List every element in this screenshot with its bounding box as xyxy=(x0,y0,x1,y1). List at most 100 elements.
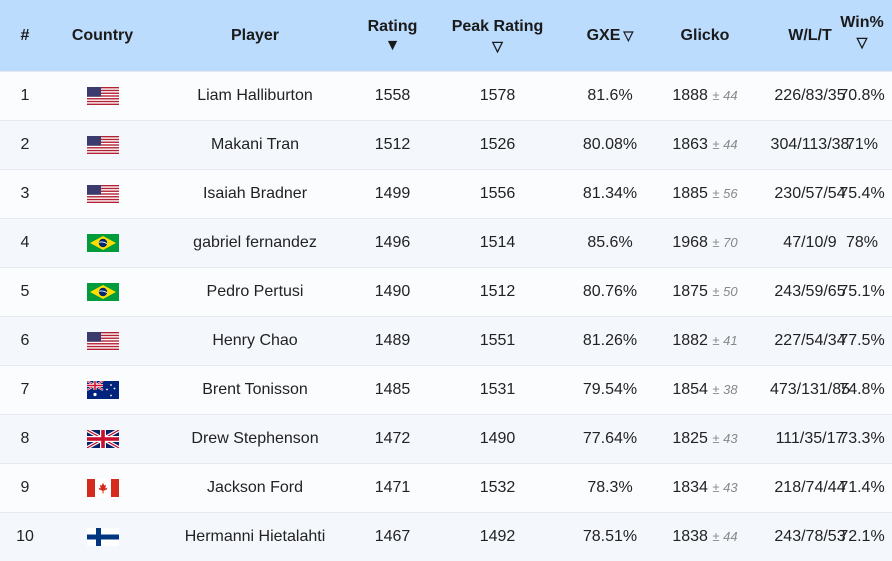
player-name-link[interactable]: Hermanni Hietalahti xyxy=(155,513,355,561)
rating-header[interactable]: Rating ▼ xyxy=(355,0,430,72)
player-name-link[interactable]: Makani Tran xyxy=(155,121,355,170)
table-row: 2 Makani Tran 1512 1526 80.08% 1863 ± 44… xyxy=(0,121,892,170)
uk-flag-icon xyxy=(87,430,119,448)
gxe-cell: 78.3% xyxy=(565,464,655,513)
sort-desc-icon: ▽ xyxy=(623,28,633,44)
canada-flag-icon xyxy=(87,479,119,497)
rank-cell: 10 xyxy=(0,513,50,561)
rating-cell: 1485 xyxy=(355,366,430,415)
table-row: 1 Liam Halliburton 1558 1578 81.6% 1888 … xyxy=(0,72,892,121)
us-flag-icon xyxy=(87,185,119,203)
player-name-link[interactable]: Liam Halliburton xyxy=(155,72,355,121)
country-cell xyxy=(50,415,155,464)
sort-desc-icon: ▽ xyxy=(430,38,565,54)
player-name-link[interactable]: Drew Stephenson xyxy=(155,415,355,464)
table-row: 6 Henry Chao 1489 1551 81.26% 1882 ± 41 … xyxy=(0,317,892,366)
winpct-value: 71% xyxy=(836,136,888,154)
gxe-cell: 81.6% xyxy=(565,72,655,121)
glicko-header: Glicko xyxy=(655,0,755,72)
player-name-link[interactable]: Isaiah Bradner xyxy=(155,170,355,219)
table-row: 4 gabriel fernandez 1496 1514 85.6% 1968… xyxy=(0,219,892,268)
glicko-value: 1863 xyxy=(672,136,708,153)
australia-flag-icon xyxy=(87,381,119,399)
glicko-cell: 1882 ± 41 xyxy=(655,317,755,366)
rank-cell: 8 xyxy=(0,415,50,464)
peak-rating-cell: 1490 xyxy=(430,415,565,464)
peak-rating-cell: 1526 xyxy=(430,121,565,170)
rank-cell: 6 xyxy=(0,317,50,366)
rank-cell: 9 xyxy=(0,464,50,513)
peak-rating-cell: 1551 xyxy=(430,317,565,366)
gxe-cell: 81.34% xyxy=(565,170,655,219)
country-cell xyxy=(50,121,155,170)
winpct-cell: 75.4% xyxy=(865,170,892,219)
winpct-cell: 73.3% xyxy=(865,415,892,464)
gxe-header[interactable]: GXE▽ xyxy=(565,0,655,72)
table-row: 5 Pedro Pertusi 1490 1512 80.76% 1875 ± … xyxy=(0,268,892,317)
winpct-header[interactable]: Win% ▽ xyxy=(865,0,892,72)
peak-rating-header-label: Peak Rating xyxy=(430,18,565,36)
table-row: 8 Drew Stephenson 1472 1490 77.64% 1825 … xyxy=(0,415,892,464)
winpct-cell: 71.4% xyxy=(865,464,892,513)
peak-rating-cell: 1531 xyxy=(430,366,565,415)
glicko-deviation: ± 56 xyxy=(712,186,737,201)
winpct-cell: 74.8% xyxy=(865,366,892,415)
winpct-value: 77.5% xyxy=(836,332,888,350)
peak-rating-cell: 1514 xyxy=(430,219,565,268)
country-cell xyxy=(50,219,155,268)
player-name-link[interactable]: Brent Tonisson xyxy=(155,366,355,415)
country-cell xyxy=(50,366,155,415)
winpct-cell: 78% xyxy=(865,219,892,268)
glicko-deviation: ± 44 xyxy=(712,529,737,544)
country-header: Country xyxy=(50,0,155,72)
rating-cell: 1512 xyxy=(355,121,430,170)
winpct-value: 78% xyxy=(836,234,888,252)
country-cell xyxy=(50,513,155,561)
glicko-deviation: ± 43 xyxy=(712,431,737,446)
glicko-value: 1888 xyxy=(672,87,708,104)
player-name-link[interactable]: Henry Chao xyxy=(155,317,355,366)
gxe-cell: 85.6% xyxy=(565,219,655,268)
gxe-cell: 81.26% xyxy=(565,317,655,366)
glicko-cell: 1825 ± 43 xyxy=(655,415,755,464)
glicko-value: 1825 xyxy=(672,430,708,447)
rank-header: # xyxy=(0,0,50,72)
rating-cell: 1472 xyxy=(355,415,430,464)
table-row: 7 Brent Tonisson 1485 1531 79.54% 1854 ±… xyxy=(0,366,892,415)
rating-cell: 1558 xyxy=(355,72,430,121)
glicko-cell: 1863 ± 44 xyxy=(655,121,755,170)
peak-rating-cell: 1556 xyxy=(430,170,565,219)
winpct-cell: 72.1% xyxy=(865,513,892,561)
table-row: 9 Jackson Ford 1471 1532 78.3% 1834 ± 43… xyxy=(0,464,892,513)
winpct-value: 75.1% xyxy=(836,283,888,301)
rank-cell: 5 xyxy=(0,268,50,317)
gxe-cell: 80.08% xyxy=(565,121,655,170)
table-row: 10 Hermanni Hietalahti 1467 1492 78.51% … xyxy=(0,513,892,561)
rank-cell: 1 xyxy=(0,72,50,121)
winpct-cell: 75.1% xyxy=(865,268,892,317)
glicko-deviation: ± 44 xyxy=(712,137,737,152)
rating-cell: 1496 xyxy=(355,219,430,268)
glicko-value: 1854 xyxy=(672,381,708,398)
player-name-link[interactable]: gabriel fernandez xyxy=(155,219,355,268)
player-name-link[interactable]: Pedro Pertusi xyxy=(155,268,355,317)
player-name-link[interactable]: Jackson Ford xyxy=(155,464,355,513)
finland-flag-icon xyxy=(87,528,119,546)
gxe-cell: 80.76% xyxy=(565,268,655,317)
rating-cell: 1489 xyxy=(355,317,430,366)
rating-header-label: Rating xyxy=(355,18,430,36)
gxe-cell: 77.64% xyxy=(565,415,655,464)
rating-cell: 1499 xyxy=(355,170,430,219)
glicko-value: 1968 xyxy=(672,234,708,251)
peak-rating-header[interactable]: Peak Rating ▽ xyxy=(430,0,565,72)
gxe-cell: 79.54% xyxy=(565,366,655,415)
glicko-deviation: ± 38 xyxy=(712,382,737,397)
winpct-value: 75.4% xyxy=(836,185,888,203)
us-flag-icon xyxy=(87,136,119,154)
winpct-value: 73.3% xyxy=(836,430,888,448)
rating-cell: 1467 xyxy=(355,513,430,561)
sort-desc-filled-icon: ▼ xyxy=(355,38,430,54)
glicko-value: 1834 xyxy=(672,479,708,496)
peak-rating-cell: 1492 xyxy=(430,513,565,561)
gxe-header-label: GXE xyxy=(587,27,621,44)
